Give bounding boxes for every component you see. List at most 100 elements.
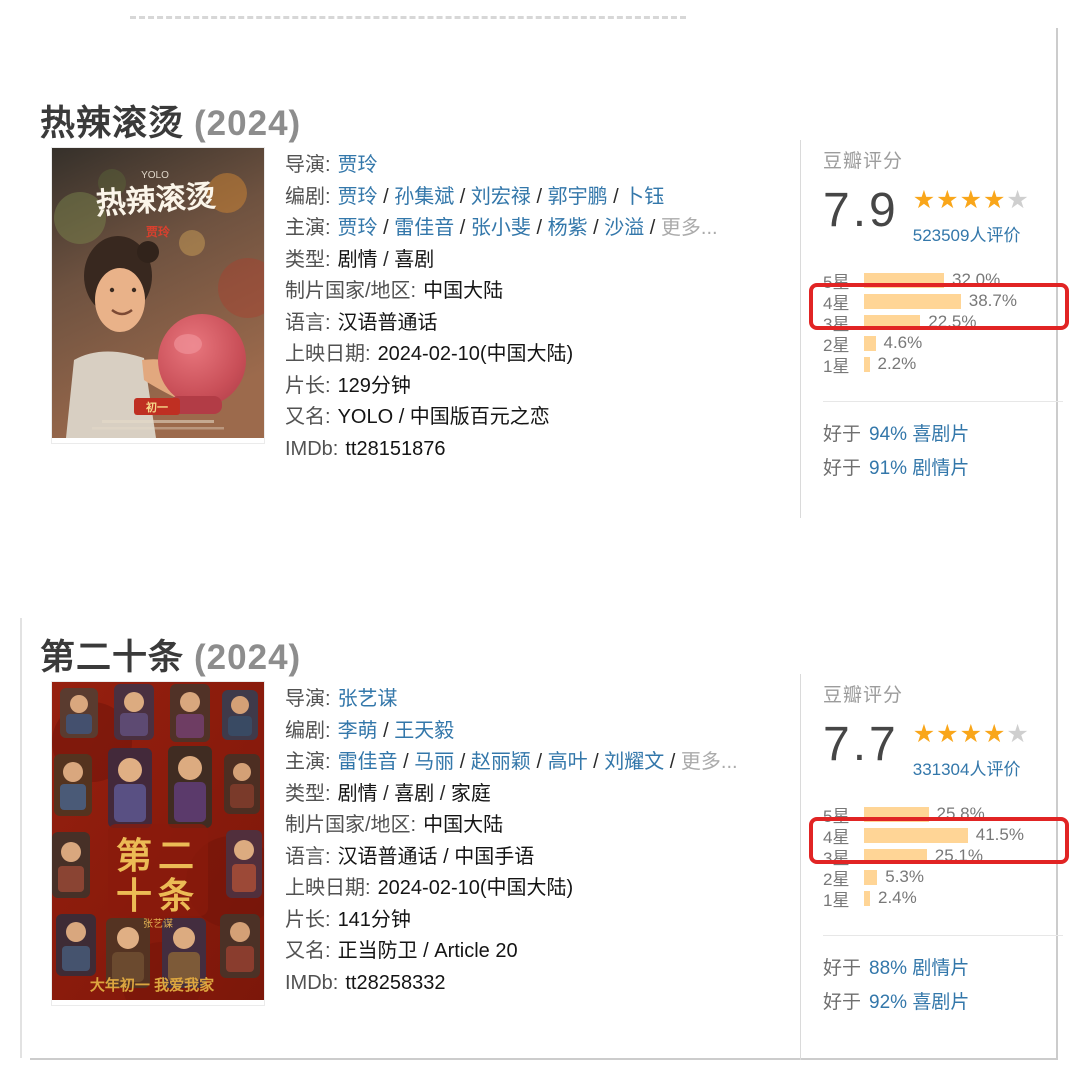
more-link[interactable]: 更多... bbox=[680, 751, 738, 773]
star-level-label: 5星 bbox=[823, 806, 850, 826]
person-link[interactable]: 张小斐 bbox=[470, 217, 531, 239]
info-line: 主演: 雷佳音 / 马丽 / 赵丽颖 / 高叶 / 刘耀文 / 更多... bbox=[285, 747, 785, 779]
star-rating-icons: ★★★★★ bbox=[913, 720, 1030, 749]
info-value: 剧情 bbox=[337, 782, 378, 805]
info-value: 2024-02-10(中国大陆) bbox=[377, 343, 574, 365]
person-link[interactable]: 雷佳音 bbox=[394, 217, 455, 239]
info-label: 片长: bbox=[285, 908, 331, 931]
person-link[interactable]: 张艺谋 bbox=[337, 688, 398, 710]
star-filled-icon: ★ bbox=[959, 720, 983, 748]
douban-rating-panel: 豆瓣评分 7.7 ★★★★★ 331304人评价 5星 25.8% 4星 41.5% 3… bbox=[800, 674, 1080, 1060]
info-value: / bbox=[377, 185, 395, 208]
info-value: 剧情 bbox=[337, 248, 378, 271]
info-line: 导演: 贾玲 bbox=[285, 150, 785, 182]
movie-poster[interactable]: 第二 十条 张艺谋 大年初一 我爱我家 bbox=[52, 682, 278, 1022]
movie-title: 第二十条 (2024) bbox=[40, 629, 301, 680]
better-than-prefix: 好于 bbox=[823, 423, 862, 445]
better-than-link[interactable]: 91% 剧情片 bbox=[869, 457, 970, 479]
person-link[interactable]: 雷佳音 bbox=[337, 751, 398, 773]
info-line: 编剧: 贾玲 / 孙集斌 / 刘宏禄 / 郭宇鹏 / 卜钰 bbox=[285, 182, 785, 214]
panel-divider bbox=[823, 934, 1063, 936]
rating-score: 7.9 bbox=[823, 184, 899, 237]
info-label: IMDb: bbox=[285, 437, 339, 460]
info-label: 主演: bbox=[285, 751, 331, 773]
poster-banner-text: 初一 bbox=[146, 400, 168, 414]
info-line: 编剧: 李萌 / 王天毅 bbox=[285, 716, 785, 748]
movie-year: (2024) bbox=[194, 104, 302, 144]
rating-distribution: 5星 32.0% 4星 38.7% 3星 22.5% 2星 4.6% 1星 2.2% bbox=[809, 270, 1080, 376]
star-filled-icon: ★ bbox=[983, 720, 1007, 748]
rating-bar bbox=[864, 869, 878, 885]
movie-poster[interactable]: YOLO 热辣滚烫 贾玲 初一 bbox=[52, 148, 278, 443]
person-link[interactable]: 赵丽颖 bbox=[470, 751, 531, 773]
info-value: / bbox=[530, 185, 548, 208]
person-link[interactable]: 孙集斌 bbox=[394, 185, 455, 208]
info-label: 上映日期: bbox=[285, 877, 371, 899]
info-label: 类型: bbox=[285, 782, 331, 805]
person-link[interactable]: 李萌 bbox=[337, 719, 378, 742]
person-link[interactable]: 刘耀文 bbox=[604, 751, 665, 773]
more-link[interactable]: 更多... bbox=[660, 217, 718, 239]
better-than-line: 好于 94% 喜剧片 bbox=[823, 418, 1080, 452]
info-value: 喜剧 bbox=[394, 248, 435, 271]
distribution-row: 4星 38.7% bbox=[823, 291, 1080, 313]
info-line: 上映日期: 2024-02-10(中国大陆) bbox=[285, 339, 785, 371]
rating-bar bbox=[864, 272, 944, 288]
person-link[interactable]: 贾玲 bbox=[337, 185, 378, 208]
info-line: 上映日期: 2024-02-10(中国大陆) bbox=[285, 873, 785, 905]
rating-percent: 22.5% bbox=[928, 312, 977, 331]
info-label: 导演: bbox=[285, 688, 331, 710]
douban-rating-panel: 豆瓣评分 7.9 ★★★★★ 523509人评价 5星 32.0% 4星 38.7% 3… bbox=[800, 140, 1080, 518]
info-value: 汉语普通话 bbox=[337, 311, 438, 334]
page-frame-left bbox=[20, 618, 22, 1058]
movie-year: (2024) bbox=[194, 638, 302, 678]
better-than-link[interactable]: 88% 剧情片 bbox=[869, 957, 970, 979]
info-value: / bbox=[454, 217, 471, 239]
info-value: 正当防卫 / Article 20 bbox=[337, 940, 518, 962]
info-value: 喜剧 bbox=[394, 782, 435, 805]
info-value: / bbox=[664, 751, 681, 773]
person-link[interactable]: 王天毅 bbox=[394, 719, 455, 742]
rating-bar bbox=[864, 827, 968, 843]
person-link[interactable]: 卜钰 bbox=[624, 185, 665, 208]
info-value: / bbox=[587, 217, 605, 239]
rating-bar bbox=[864, 806, 929, 822]
star-rating-icons: ★★★★★ bbox=[913, 186, 1030, 215]
person-link[interactable]: 刘宏禄 bbox=[470, 185, 531, 208]
person-link[interactable]: 马丽 bbox=[414, 751, 455, 773]
person-link[interactable]: 杨紫 bbox=[547, 217, 588, 239]
info-value: / bbox=[377, 248, 395, 271]
rating-percent: 25.8% bbox=[936, 804, 985, 823]
info-label: 上映日期: bbox=[285, 343, 371, 365]
rating-panel-header: 豆瓣评分 bbox=[823, 151, 904, 172]
person-link[interactable]: 沙溢 bbox=[604, 217, 645, 239]
rating-bar bbox=[864, 335, 876, 351]
info-line: 语言: 汉语普通话 / 中国手语 bbox=[285, 842, 785, 874]
info-label: 又名: bbox=[285, 406, 331, 428]
better-than-link[interactable]: 92% 喜剧片 bbox=[869, 991, 970, 1013]
info-value: 中国大陆 bbox=[423, 280, 504, 302]
star-filled-icon: ★ bbox=[936, 186, 960, 214]
info-value: / bbox=[434, 782, 451, 805]
person-link[interactable]: 贾玲 bbox=[337, 217, 378, 239]
star-empty-icon: ★ bbox=[1006, 186, 1030, 214]
info-label: 制片国家/地区: bbox=[285, 280, 417, 302]
movie-title: 热辣滚烫 (2024) bbox=[40, 95, 301, 146]
poster-credit-text: 张艺谋 bbox=[143, 918, 173, 930]
info-line: 又名: YOLO / 中国版百元之恋 bbox=[285, 402, 785, 434]
star-filled-icon: ★ bbox=[983, 186, 1007, 214]
info-value: / bbox=[454, 751, 471, 773]
person-link[interactable]: 郭宇鹏 bbox=[547, 185, 608, 208]
info-label: 语言: bbox=[285, 845, 331, 868]
votes-link[interactable]: 331304人评价 bbox=[912, 759, 1021, 779]
person-link[interactable]: 高叶 bbox=[547, 751, 588, 773]
person-link[interactable]: 贾玲 bbox=[337, 154, 378, 176]
info-value: / bbox=[530, 751, 548, 773]
rating-bar bbox=[864, 356, 870, 372]
info-value: / bbox=[607, 185, 625, 208]
better-than-link[interactable]: 94% 喜剧片 bbox=[869, 423, 970, 445]
better-than-list: 好于 88% 剧情片 好于 92% 喜剧片 bbox=[823, 952, 1080, 1020]
better-than-line: 好于 88% 剧情片 bbox=[823, 952, 1080, 986]
votes-link[interactable]: 523509人评价 bbox=[912, 225, 1021, 245]
info-value: 中国大陆 bbox=[423, 814, 504, 836]
